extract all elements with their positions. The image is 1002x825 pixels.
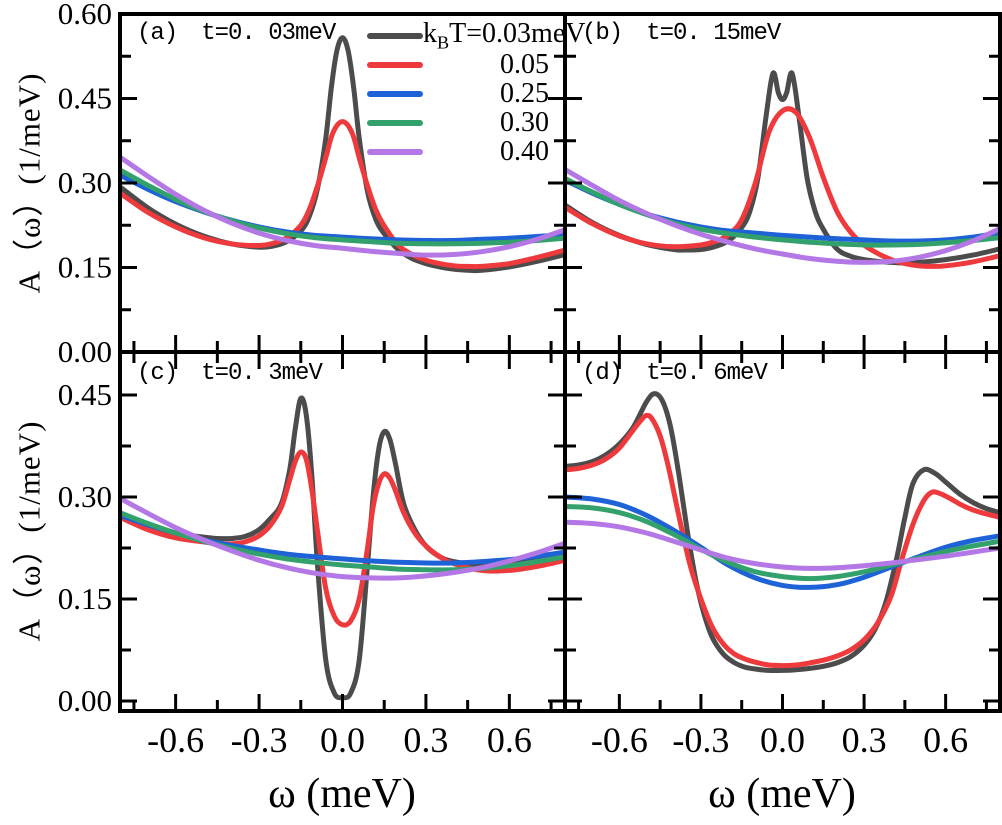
panel-c-letter: (c)	[137, 360, 178, 387]
y-tick-label: 0.30	[58, 165, 112, 200]
y-tick-label: 0.60	[58, 0, 112, 31]
legend: kBT=0.03meV 0.05 0.25 0.30 0.40	[367, 18, 585, 167]
curve-b-kBT-0.05	[567, 106, 998, 269]
curve-c-kBT-0.05	[122, 449, 563, 628]
panel-d-label: (d) t=0. 6meV	[582, 360, 768, 387]
panel-b-border	[563, 12, 1002, 354]
panel-d-border	[563, 350, 1002, 713]
legend-label: 0.40	[500, 135, 549, 167]
x-tick-label: -0.6	[591, 720, 648, 760]
legend-label: kBT=0.03meV	[423, 17, 585, 54]
x-tick-label: 0.3	[842, 720, 887, 760]
panel-b-curves	[567, 70, 998, 269]
y-tick-label: 0.45	[58, 377, 112, 412]
curve-d-kBT-0.03	[567, 391, 998, 674]
panel-b-letter: (b)	[582, 20, 623, 47]
panel-d-letter: (d)	[582, 360, 623, 387]
curve-d-kBT-0.40	[567, 519, 998, 571]
x-axis-title-right: ω (meV)	[708, 771, 856, 817]
y-tick-label: 0.15	[58, 581, 112, 616]
panel-c-label: (c) t=0. 3meV	[137, 360, 323, 387]
panel-a-title: t=0. 03meV	[201, 20, 336, 47]
legend-entry: 0.40	[367, 135, 565, 167]
legend-swatch-blue	[367, 90, 423, 97]
curve-d-kBT-0.05	[567, 412, 998, 669]
y-tick-label: 0.15	[58, 250, 112, 285]
curve-b-kBT-0.40	[567, 167, 998, 265]
panel-a-label: (a) t=0. 03meV	[137, 20, 336, 47]
x-tick-label: -0.3	[672, 720, 729, 760]
x-tick-label: -0.3	[231, 720, 288, 760]
panel-d-title: t=0. 6meV	[646, 360, 768, 387]
legend-label-post: T=0.03meV	[449, 17, 586, 49]
panel-b-title: t=0. 15meV	[646, 20, 781, 47]
panel-d-curves	[567, 391, 998, 674]
y-tick-label: 0.00	[58, 683, 112, 718]
x-axis-title-left: ω (meV)	[268, 771, 416, 817]
curve-a-kBT-0.05	[122, 119, 563, 270]
legend-label-sub: B	[437, 32, 450, 53]
legend-label: 0.30	[500, 106, 549, 138]
curve-a-kBT-0.40	[122, 155, 563, 258]
panel-c-title: t=0. 3meV	[201, 360, 323, 387]
panel-c-curves	[122, 395, 563, 701]
legend-entry: 0.05	[367, 48, 565, 80]
curve-c-kBT-0.03	[122, 395, 563, 701]
curve-c-kBT-0.40	[122, 496, 563, 581]
legend-swatch-purple	[367, 148, 423, 155]
legend-entry: kBT=0.03meV	[367, 18, 585, 52]
y-axis-title-top: A（ω）(1/meV)	[11, 72, 47, 294]
panel-a-letter: (a)	[137, 20, 178, 47]
panel-a-curves	[122, 35, 563, 274]
legend-entry: 0.30	[367, 106, 565, 138]
x-tick-label: -0.6	[147, 720, 204, 760]
legend-label-pre: k	[423, 17, 437, 49]
legend-label: 0.25	[500, 77, 549, 109]
x-tick-label: 0.6	[923, 720, 968, 760]
legend-swatch-gray	[367, 32, 423, 39]
x-tick-label: 0.0	[320, 720, 365, 760]
y-tick-label: 0.30	[58, 479, 112, 514]
legend-label: 0.05	[500, 48, 549, 80]
y-tick-label: 0.45	[58, 81, 112, 116]
y-axis-title-bottom: A（ω）(1/meV)	[11, 420, 47, 642]
x-tick-label: 0.0	[760, 720, 805, 760]
x-tick-label: 0.3	[403, 720, 448, 760]
x-tick-label: 0.6	[487, 720, 532, 760]
legend-entry: 0.25	[367, 77, 565, 109]
curve-d-kBT-0.25	[567, 494, 998, 590]
legend-swatch-green	[367, 119, 423, 126]
legend-swatch-red	[367, 61, 423, 68]
y-tick-label: 0.00	[58, 334, 112, 369]
panel-b-label: (b) t=0. 15meV	[582, 20, 781, 47]
